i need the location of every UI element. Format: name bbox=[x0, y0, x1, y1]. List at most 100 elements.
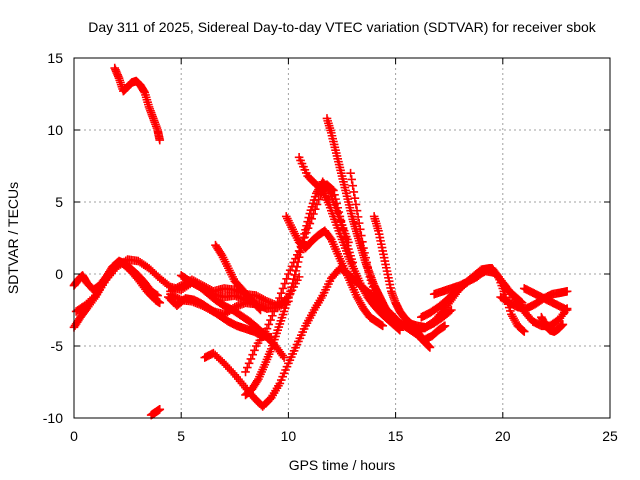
data-point bbox=[350, 193, 360, 203]
data-point bbox=[244, 358, 254, 368]
data-point bbox=[155, 298, 165, 308]
data-point bbox=[346, 168, 355, 178]
data-point bbox=[256, 305, 265, 315]
data-point bbox=[367, 279, 377, 288]
data-point bbox=[290, 270, 300, 280]
data-point bbox=[303, 223, 313, 233]
data-point bbox=[312, 200, 322, 209]
data-point bbox=[279, 307, 289, 316]
data-point bbox=[307, 214, 316, 224]
data-point bbox=[365, 272, 375, 282]
data-point bbox=[354, 218, 364, 228]
data-point bbox=[287, 282, 296, 292]
x-tick-label: 25 bbox=[602, 428, 618, 444]
data-point bbox=[275, 379, 285, 388]
y-tick-label: -10 bbox=[43, 410, 63, 426]
data-point bbox=[155, 405, 165, 414]
data-point bbox=[294, 246, 304, 256]
y-axis-label: SDTVAR / TECUs bbox=[5, 182, 21, 294]
data-point bbox=[353, 212, 363, 222]
data-point bbox=[348, 181, 358, 190]
data-point bbox=[282, 362, 292, 371]
data-point bbox=[284, 293, 293, 303]
data-point bbox=[562, 286, 572, 296]
data-point bbox=[336, 216, 346, 226]
data-point bbox=[351, 200, 361, 209]
data-point bbox=[248, 350, 257, 359]
data-point bbox=[285, 290, 294, 299]
data-point bbox=[518, 326, 528, 335]
data-point bbox=[361, 253, 370, 262]
data-point bbox=[289, 274, 299, 284]
y-tick-label: 0 bbox=[55, 266, 63, 282]
plot-border bbox=[73, 57, 611, 419]
data-point bbox=[276, 288, 286, 298]
data-point bbox=[286, 286, 295, 296]
data-point bbox=[276, 375, 286, 385]
data-point bbox=[330, 190, 339, 200]
series-track-21 bbox=[419, 321, 450, 345]
data-point bbox=[338, 225, 348, 234]
data-point bbox=[275, 293, 284, 303]
grid-layer bbox=[74, 58, 610, 418]
y-tick-label: -5 bbox=[51, 338, 64, 354]
data-point bbox=[300, 232, 309, 242]
data-point bbox=[363, 262, 373, 272]
series-track-22 bbox=[421, 305, 456, 332]
data-point bbox=[262, 324, 272, 334]
data-point bbox=[278, 372, 287, 382]
x-tick-label: 5 bbox=[177, 428, 185, 444]
data-point bbox=[359, 243, 368, 253]
chart-title: Day 311 of 2025, Sidereal Day-to-day VTE… bbox=[88, 19, 597, 35]
data-point bbox=[243, 363, 252, 372]
data-point bbox=[308, 199, 318, 208]
series-track-10 bbox=[211, 240, 265, 315]
data-point bbox=[395, 325, 405, 335]
data-point bbox=[369, 286, 379, 295]
series-track-26 bbox=[537, 312, 568, 336]
data-point bbox=[282, 274, 291, 284]
data-point bbox=[279, 369, 289, 378]
data-point bbox=[279, 353, 289, 362]
data-point bbox=[288, 278, 297, 288]
data-point bbox=[349, 187, 359, 197]
data-point bbox=[273, 298, 282, 308]
data-point bbox=[445, 306, 455, 316]
series-track-14 bbox=[281, 212, 388, 331]
tick-layer: 0 5 10 15 20 25 -10 -5 0 5 10 15 bbox=[43, 50, 618, 444]
data-point bbox=[366, 275, 376, 285]
data-point bbox=[328, 185, 337, 194]
series-track-25 bbox=[519, 284, 572, 315]
series-track-23 bbox=[429, 263, 529, 336]
data-point bbox=[332, 199, 341, 208]
data-point bbox=[264, 320, 274, 329]
series-track-1 bbox=[110, 63, 165, 145]
data-point bbox=[378, 321, 388, 331]
x-tick-label: 0 bbox=[70, 428, 78, 444]
data-point bbox=[358, 237, 367, 247]
data-point bbox=[352, 206, 362, 215]
data-point bbox=[368, 282, 378, 292]
x-tick-label: 10 bbox=[281, 428, 297, 444]
x-axis-label: GPS time / hours bbox=[289, 457, 396, 473]
data-point bbox=[309, 209, 318, 219]
data-point bbox=[268, 311, 277, 321]
data-point bbox=[281, 365, 290, 375]
data-point bbox=[283, 297, 292, 306]
data-point bbox=[280, 303, 290, 313]
data-point bbox=[493, 271, 502, 280]
series-track-2 bbox=[146, 405, 165, 420]
data-point bbox=[278, 284, 288, 293]
data-point bbox=[310, 204, 320, 214]
data-point bbox=[558, 320, 568, 329]
data-point bbox=[241, 367, 250, 377]
data-point bbox=[362, 258, 371, 267]
data-point bbox=[314, 195, 324, 204]
data-point bbox=[562, 305, 572, 315]
data-point bbox=[360, 248, 369, 258]
data-point bbox=[334, 207, 344, 217]
data-point bbox=[269, 307, 279, 316]
data-point bbox=[356, 231, 366, 240]
data-point bbox=[153, 291, 162, 300]
